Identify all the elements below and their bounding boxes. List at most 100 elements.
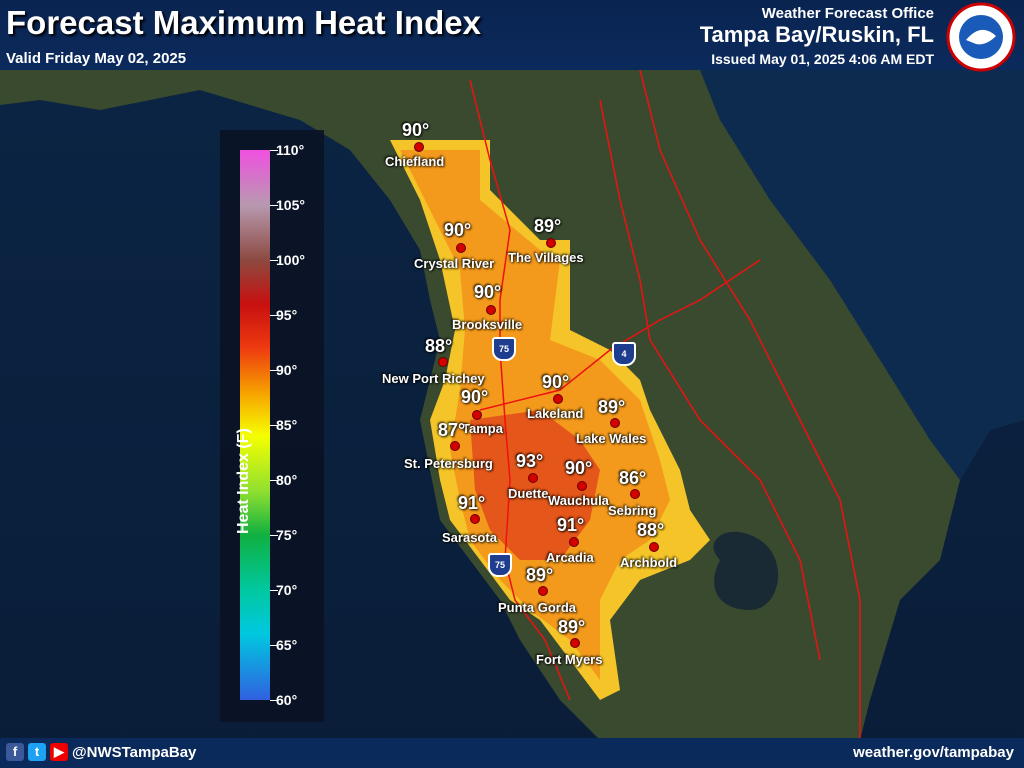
heat-index-value-crystal-river: 90° xyxy=(444,220,472,240)
city-label-st-petersburg: St. Petersburg xyxy=(404,456,493,471)
header-bar: Forecast Maximum Heat Index Valid Friday… xyxy=(0,0,1024,72)
heat-index-value-archbold: 88° xyxy=(637,520,665,540)
city-marker-new-port-richey xyxy=(438,357,448,367)
heat-index-value-new-port-richey: 88° xyxy=(425,336,453,356)
city-marker-lakeland xyxy=(553,394,563,404)
interstate-shield-75: 75 xyxy=(492,337,516,361)
heat-index-value-chiefland: 90° xyxy=(402,120,430,140)
city-marker-crystal-river xyxy=(456,243,466,253)
twitter-icon[interactable]: t xyxy=(28,743,46,761)
legend-tick-mark xyxy=(270,645,278,646)
city-marker-sarasota xyxy=(470,514,480,524)
city-label-arcadia: Arcadia xyxy=(546,550,594,565)
city-label-fort-myers: Fort Myers xyxy=(536,652,603,667)
city-marker-archbold xyxy=(649,542,659,552)
city-marker-sebring xyxy=(630,489,640,499)
youtube-icon[interactable]: ▶ xyxy=(50,743,68,761)
legend-axis-label: Heat Index (F) xyxy=(235,428,252,534)
city-marker-the-villages xyxy=(546,238,556,248)
heat-index-value-sarasota: 91° xyxy=(458,493,486,513)
heat-index-value-st-petersburg: 87° xyxy=(438,420,466,440)
interstate-75 xyxy=(469,79,571,701)
city-marker-brooksville xyxy=(486,305,496,315)
nws-logo xyxy=(946,2,1016,72)
city-marker-punta-gorda xyxy=(538,586,548,596)
legend-tick-mark xyxy=(270,480,278,481)
lake-okeechobee xyxy=(713,531,779,610)
city-label-wauchula: Wauchula xyxy=(548,493,609,508)
legend-tick-mark xyxy=(270,535,278,536)
heat-index-value-wauchula: 90° xyxy=(565,458,593,478)
city-label-lakeland: Lakeland xyxy=(527,406,584,421)
heat-index-value-fort-myers: 89° xyxy=(558,617,586,637)
legend-tick-label: 90° xyxy=(276,362,298,378)
heat-index-value-the-villages: 89° xyxy=(534,216,562,236)
footer-bar: f t ▶ @NWSTampaBay weather.gov/tampabay xyxy=(0,738,1024,768)
city-label-duette: Duette xyxy=(508,486,549,501)
city-label-the-villages: The Villages xyxy=(508,250,584,265)
legend-tick-mark xyxy=(270,700,278,701)
city-label-chiefland: Chiefland xyxy=(385,154,445,169)
city-label-tampa: Tampa xyxy=(462,421,503,436)
interstate-shield-75: 75 xyxy=(488,553,512,577)
website-link[interactable]: weather.gov/tampabay xyxy=(853,744,1014,761)
legend-tick-label: 80° xyxy=(276,472,298,488)
city-marker-wauchula xyxy=(577,481,587,491)
issued-time: Issued May 01, 2025 4:06 AM EDT xyxy=(711,51,934,67)
color-legend: Heat Index (F) 110° 105° 100° 95° 90° 85° 80° 7… xyxy=(220,130,324,722)
heat-red-zone xyxy=(470,410,600,560)
legend-tick-mark xyxy=(270,370,278,371)
legend-tick-label: 65° xyxy=(276,637,298,653)
legend-tick-mark xyxy=(270,150,278,151)
legend-tick-label: 70° xyxy=(276,582,298,598)
heat-index-value-sebring: 86° xyxy=(619,468,647,488)
city-label-crystal-river: Crystal River xyxy=(414,256,495,271)
interstate-95 xyxy=(639,69,861,740)
city-marker-duette xyxy=(528,473,538,483)
legend-tick-label: 100° xyxy=(276,252,305,268)
city-label-lake-wales: Lake Wales xyxy=(576,431,647,446)
legend-tick-mark xyxy=(270,425,278,426)
valid-time: Valid Friday May 02, 2025 xyxy=(6,50,187,67)
heat-index-value-lakeland: 90° xyxy=(542,372,570,392)
page-title: Forecast Maximum Heat Index xyxy=(6,4,481,41)
heat-index-value-lake-wales: 89° xyxy=(598,397,626,417)
office-label: Weather Forecast Office xyxy=(761,5,934,22)
interstate-shield-4: 4 xyxy=(612,342,636,366)
legend-tick-label: 105° xyxy=(276,197,305,213)
legend-tick-mark xyxy=(270,590,278,591)
atlantic-water xyxy=(700,70,1024,480)
social-handle[interactable]: @NWSTampaBay xyxy=(72,744,197,761)
legend-tick-mark xyxy=(270,205,278,206)
legend-tick-mark xyxy=(270,260,278,261)
city-marker-chiefland xyxy=(414,142,424,152)
legend-color-bar xyxy=(240,150,270,700)
florida-turnpike xyxy=(599,99,821,661)
legend-tick-mark xyxy=(270,315,278,316)
city-label-sarasota: Sarasota xyxy=(442,530,497,545)
facebook-icon[interactable]: f xyxy=(6,743,24,761)
heat-index-value-punta-gorda: 89° xyxy=(526,565,554,585)
city-marker-st-petersburg xyxy=(450,441,460,451)
office-name: Tampa Bay/Ruskin, FL xyxy=(699,22,934,47)
legend-tick-label: 110° xyxy=(276,142,305,158)
city-marker-fort-myers xyxy=(570,638,580,648)
city-label-punta-gorda: Punta Gorda xyxy=(498,600,577,615)
city-marker-lake-wales xyxy=(610,418,620,428)
city-label-brooksville: Brooksville xyxy=(452,317,523,332)
heat-index-value-brooksville: 90° xyxy=(474,282,502,302)
heat-index-value-arcadia: 91° xyxy=(557,515,585,535)
legend-tick-label: 75° xyxy=(276,527,298,543)
legend-tick-label: 85° xyxy=(276,417,298,433)
heat-index-value-duette: 93° xyxy=(516,451,544,471)
city-label-sebring: Sebring xyxy=(608,503,657,518)
city-label-new-port-richey: New Port Richey xyxy=(382,371,485,386)
city-marker-tampa xyxy=(472,410,482,420)
legend-tick-label: 95° xyxy=(276,307,298,323)
heat-index-value-tampa: 90° xyxy=(461,387,489,407)
city-label-archbold: Archbold xyxy=(620,555,678,570)
interstate-4 xyxy=(479,259,761,411)
city-marker-arcadia xyxy=(569,537,579,547)
legend-tick-label: 60° xyxy=(276,692,298,708)
